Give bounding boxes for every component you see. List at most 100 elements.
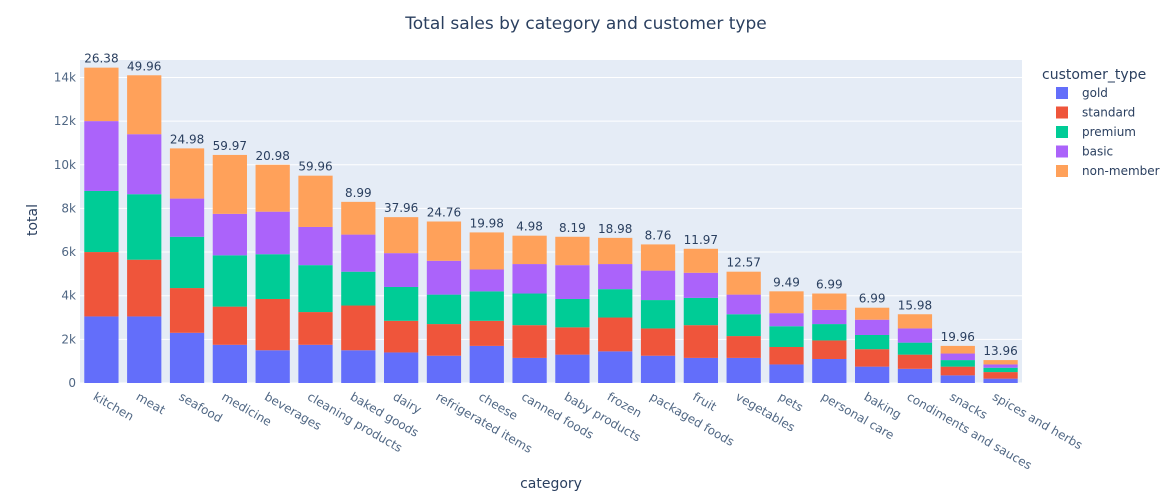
bar-segment-non-member [84, 67, 119, 122]
bar-segment-gold [983, 378, 1018, 383]
bar-segment-gold [897, 368, 933, 383]
bar-segment-non-member [512, 235, 547, 265]
legend-entry-gold: gold [1082, 86, 1108, 100]
bar-segment-premium [983, 367, 1018, 373]
bar-segment-basic [127, 134, 162, 195]
bar-segment-non-member [555, 236, 590, 266]
bar-segment-premium [341, 271, 376, 306]
y-axis-title: total [25, 204, 41, 236]
bar-segment-gold [640, 355, 676, 383]
bar-segment-standard [555, 327, 590, 355]
bar-segment-gold [726, 357, 761, 383]
y-tick-label: 6k [61, 245, 76, 259]
x-tick-label: pets [776, 389, 805, 414]
y-tick-label: 4k [61, 289, 76, 303]
bar-segment-non-member [426, 221, 462, 261]
bar-segment-standard [512, 325, 547, 358]
bar-segment-premium [469, 291, 504, 321]
bar-segment-premium [512, 293, 547, 326]
bar-segment-premium [726, 314, 761, 337]
bar-segment-non-member [598, 237, 633, 265]
legend-swatch-non-member [1056, 165, 1068, 177]
bar-top-label: 13.96 [983, 344, 1017, 358]
bar-segment-basic [212, 213, 247, 256]
bar-segment-standard [84, 252, 119, 317]
bar-segment-basic [855, 319, 890, 335]
bar-top-label: 24.98 [170, 132, 204, 146]
bar-segment-non-member [769, 291, 804, 314]
bar-top-label: 49.96 [127, 59, 161, 73]
bar-segment-gold [127, 316, 162, 383]
bar-segment-basic [555, 265, 590, 299]
bar-top-label: 6.99 [859, 292, 886, 306]
bar-segment-standard [255, 298, 290, 351]
bar-top-label: 59.97 [213, 139, 247, 153]
bar-segment-standard [598, 317, 633, 352]
legend-entry-premium: premium [1082, 125, 1136, 139]
bar-segment-premium [940, 360, 975, 367]
bar-segment-non-member [897, 314, 933, 329]
bar-segment-premium [855, 334, 890, 350]
bar-segment-gold [855, 366, 890, 383]
bar-segment-non-member [212, 154, 247, 214]
bar-segment-standard [726, 336, 761, 358]
bar-segment-non-member [640, 244, 676, 271]
bar-segment-premium [897, 342, 933, 355]
bar-segment-standard [640, 328, 676, 356]
bar-segment-gold [683, 357, 718, 383]
bar-segment-gold [255, 350, 290, 383]
bar-segment-premium [384, 286, 419, 321]
bar-segment-standard [940, 366, 975, 376]
bar-segment-standard [127, 259, 162, 317]
bar-segment-premium [769, 326, 804, 347]
bar-segment-gold [555, 354, 590, 383]
x-tick-label: meat [134, 389, 168, 417]
y-tick-label: 8k [61, 201, 76, 215]
bar-segment-non-member [298, 175, 333, 227]
bar-segment-non-member [683, 248, 718, 273]
bar-segment-basic [769, 313, 804, 327]
bar-segment-basic [469, 269, 504, 292]
bar-segment-standard [469, 320, 504, 346]
bar-segment-standard [298, 312, 333, 345]
chart-title: Total sales by category and customer typ… [404, 14, 766, 34]
bar-segment-basic [426, 260, 462, 295]
bar-segment-premium [298, 265, 333, 313]
bar-segment-basic [512, 264, 547, 294]
bar-segment-standard [683, 325, 718, 358]
bar-top-label: 18.98 [598, 222, 632, 236]
bar-segment-gold [298, 344, 333, 383]
bar-segment-premium [255, 254, 290, 299]
bar-top-label: 6.99 [816, 278, 843, 292]
bar-segment-gold [169, 332, 205, 383]
bar-segment-basic [384, 253, 419, 287]
bar-segment-standard [341, 305, 376, 351]
bar-segment-basic [897, 328, 933, 343]
bar-segment-basic [84, 121, 119, 191]
bar-segment-non-member [127, 75, 162, 135]
bar-segment-non-member [384, 217, 419, 254]
legend-swatch-basic [1056, 145, 1068, 158]
x-tick-label: fruit [690, 389, 719, 414]
bar-top-label: 59.96 [298, 160, 332, 174]
bar-segment-gold [598, 351, 633, 383]
bar-segment-premium [598, 289, 633, 318]
bar-top-label: 19.98 [470, 216, 504, 230]
bar-segment-non-member [341, 201, 376, 235]
bar-top-label: 11.97 [684, 233, 718, 247]
bar-segment-basic [812, 309, 847, 325]
bar-segment-premium [426, 294, 462, 325]
bar-top-label: 24.76 [427, 206, 461, 220]
bar-segment-non-member [169, 148, 205, 199]
y-tick-label: 0 [68, 376, 76, 390]
bar-top-labels: 26.38 49.96 24.98 59.97 20.98 59.96 8.99 37.96 2… [84, 52, 1018, 358]
bar-segment-standard [897, 354, 933, 369]
bar-segment-gold [341, 350, 376, 383]
bar-segment-gold [384, 352, 419, 383]
bar-segment-standard [212, 306, 247, 345]
bar-top-label: 15.98 [898, 298, 932, 312]
x-tick-label: kitchen [91, 389, 136, 423]
bar-top-label: 26.38 [84, 52, 118, 66]
bar-top-label: 4.98 [516, 220, 543, 234]
